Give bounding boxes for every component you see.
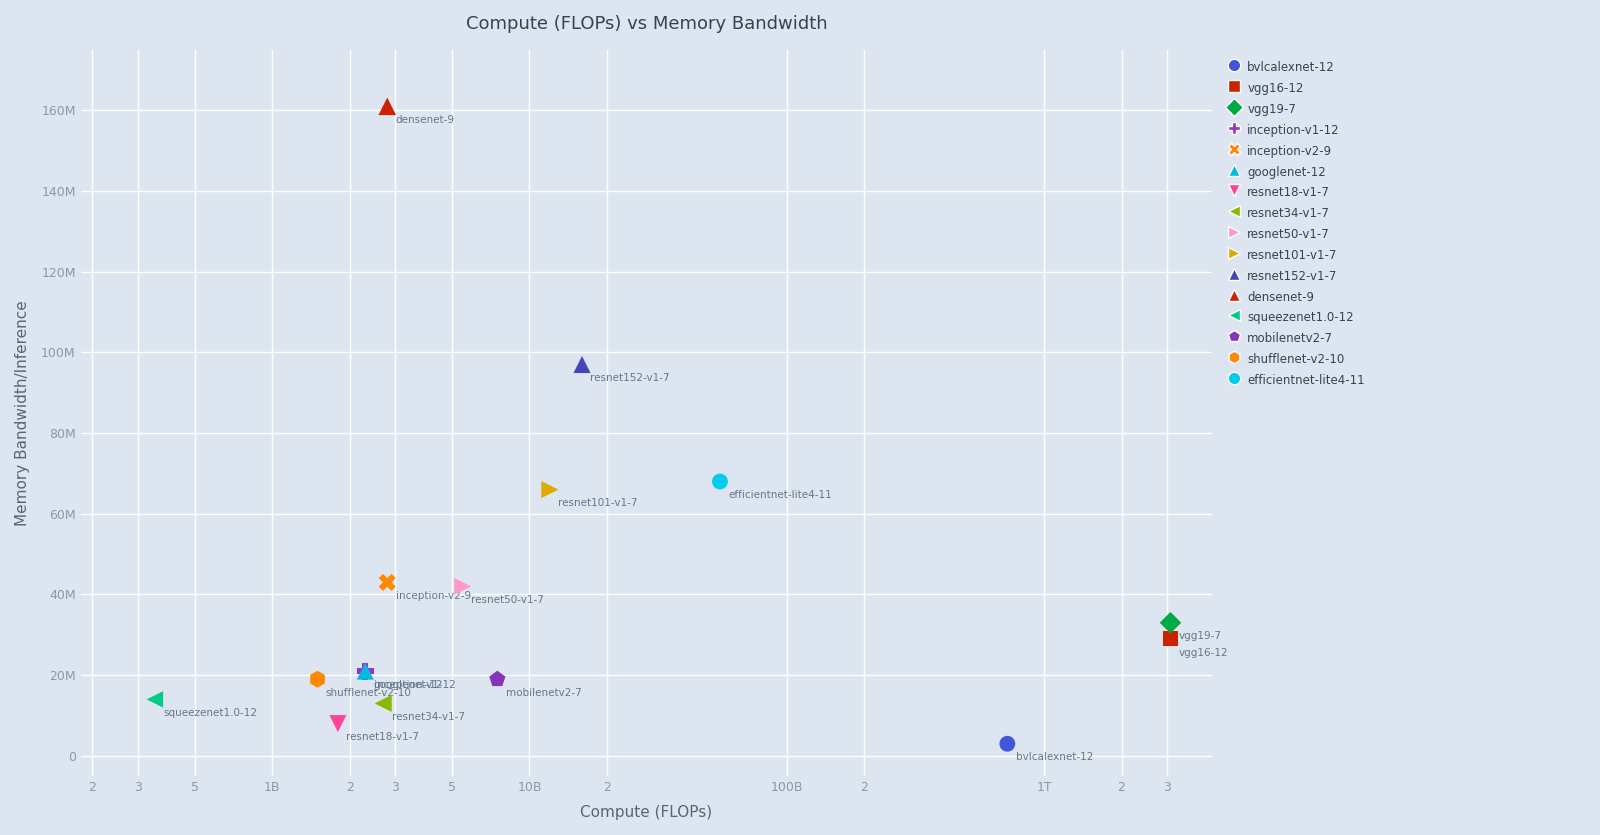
Point — [352, 665, 378, 678]
Text: densenet-9: densenet-9 — [395, 115, 454, 125]
Text: resnet34-v1-7: resnet34-v1-7 — [392, 712, 464, 722]
X-axis label: Compute (FLOPs): Compute (FLOPs) — [581, 805, 712, 820]
Point — [485, 672, 510, 686]
Text: resnet18-v1-7: resnet18-v1-7 — [346, 732, 419, 742]
Text: resnet50-v1-7: resnet50-v1-7 — [470, 595, 544, 605]
Text: inception-v2-9: inception-v2-9 — [395, 591, 470, 601]
Text: shufflenet-v2-10: shufflenet-v2-10 — [326, 688, 411, 698]
Point — [570, 358, 595, 372]
Text: squeezenet1.0-12: squeezenet1.0-12 — [163, 708, 258, 718]
Point — [374, 99, 400, 113]
Point — [325, 717, 350, 731]
Text: mobilenetv2-7: mobilenetv2-7 — [506, 688, 581, 698]
Point — [995, 737, 1021, 751]
Point — [142, 693, 168, 706]
Text: efficientnet-lite4-11: efficientnet-lite4-11 — [728, 490, 832, 500]
Point — [370, 696, 395, 710]
Point — [707, 475, 733, 488]
Text: vgg19-7: vgg19-7 — [1179, 631, 1222, 641]
Text: googlenet-12: googlenet-12 — [374, 680, 443, 690]
Text: vgg16-12: vgg16-12 — [1179, 647, 1229, 657]
Text: resnet101-v1-7: resnet101-v1-7 — [558, 498, 638, 509]
Point — [374, 575, 400, 589]
Point — [450, 579, 475, 593]
Point — [1158, 632, 1184, 645]
Text: resnet152-v1-7: resnet152-v1-7 — [590, 373, 670, 383]
Point — [304, 672, 330, 686]
Point — [352, 665, 378, 678]
Text: inception-v1-12: inception-v1-12 — [374, 680, 456, 690]
Text: bvlcalexnet-12: bvlcalexnet-12 — [1016, 752, 1093, 762]
Title: Compute (FLOPs) vs Memory Bandwidth: Compute (FLOPs) vs Memory Bandwidth — [466, 15, 827, 33]
Point — [538, 483, 563, 496]
Point — [1158, 616, 1184, 630]
Y-axis label: Memory Bandwidth/Inference: Memory Bandwidth/Inference — [14, 300, 30, 526]
Legend: bvlcalexnet-12, vgg16-12, vgg19-7, inception-v1-12, inception-v2-9, googlenet-12: bvlcalexnet-12, vgg16-12, vgg19-7, incep… — [1224, 56, 1368, 392]
